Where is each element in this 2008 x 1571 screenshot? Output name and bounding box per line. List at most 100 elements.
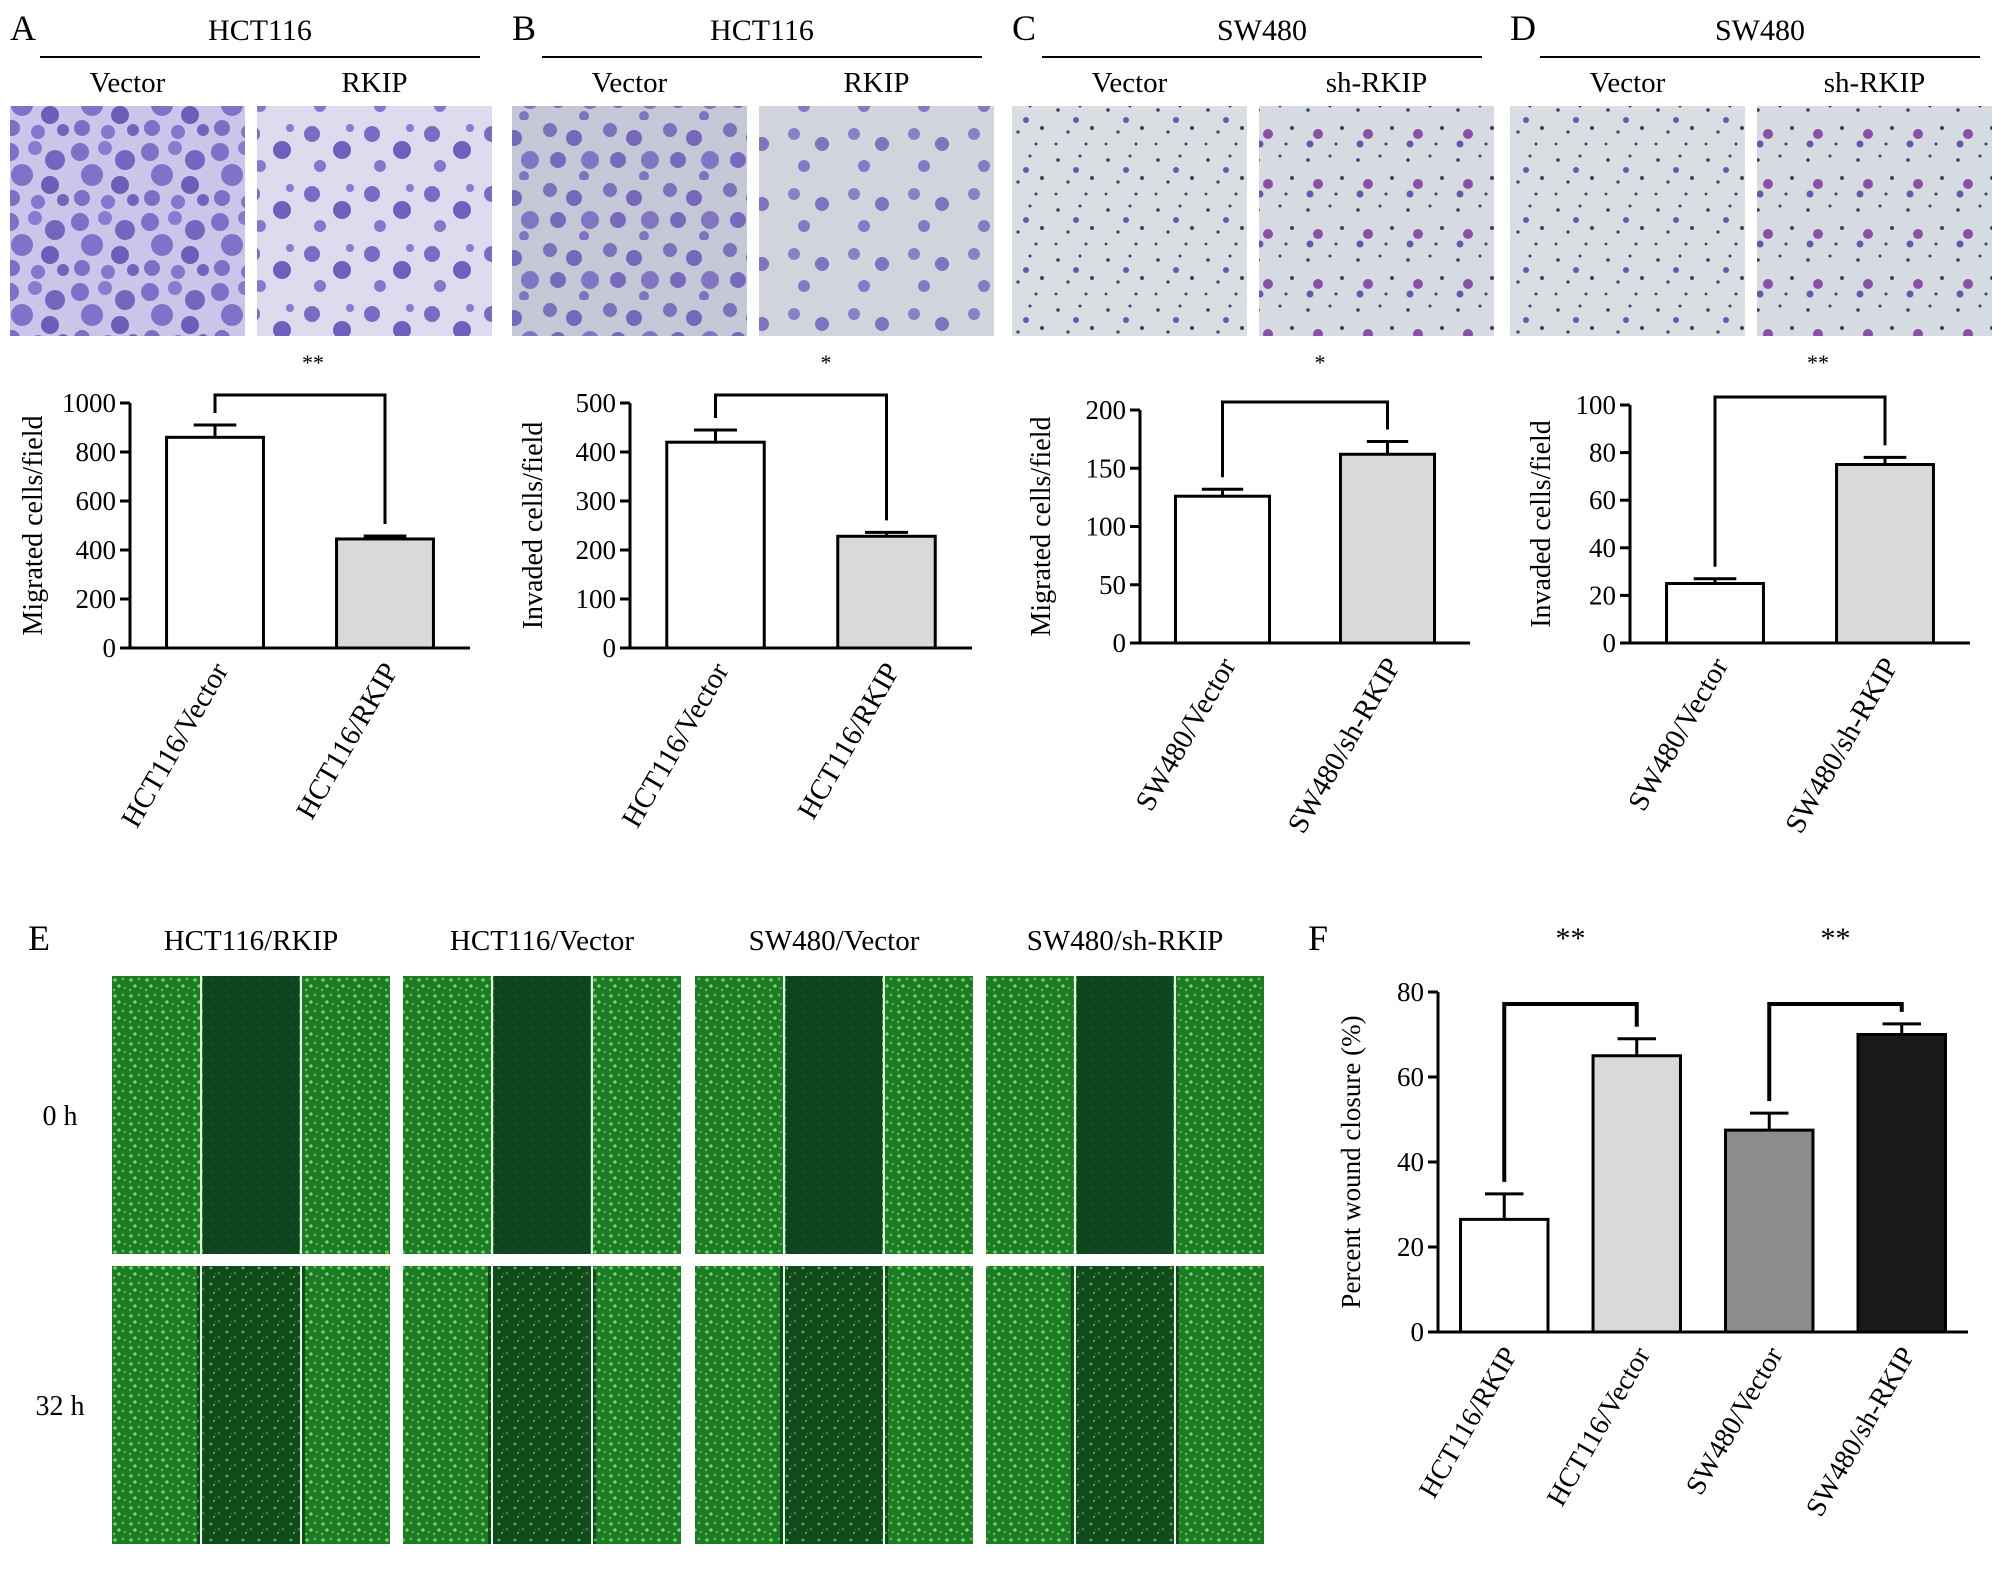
bar [335, 537, 435, 650]
wound-gap [488, 1266, 596, 1544]
bar [1591, 1054, 1682, 1334]
x-category-label: HCT116/RKIP [290, 658, 405, 825]
significance-marker: ** [302, 350, 324, 375]
y-tick-label: 100 [576, 584, 617, 614]
image-label: sh-RKIP [1824, 67, 1926, 99]
panel-f-chart: F 0 20 40 60 80 Percent wound closure (%) HCT11… [1308, 918, 1968, 1522]
micrograph [257, 106, 492, 336]
image-label: RKIP [341, 67, 407, 99]
y-tick-label: 0 [1603, 628, 1617, 658]
y-axis-label: Invaded cells/field [518, 422, 549, 630]
y-tick-label: 80 [1397, 977, 1424, 1007]
y-tick-label: 1000 [62, 388, 116, 418]
y-tick-label: 300 [576, 486, 617, 516]
y-tick-label: 40 [1589, 533, 1616, 563]
y-tick-label: 60 [1397, 1062, 1424, 1092]
x-category-label: SW480/sh-RKIP [1779, 653, 1905, 839]
image-label: Vector [90, 67, 166, 99]
bar-chart-d: 0 20 40 60 80 100 Invaded cells/field SW480/Vec… [1526, 350, 1970, 839]
micrograph [1259, 106, 1494, 336]
wound-gap [197, 1266, 305, 1544]
column-label: SW480/sh-RKIP [1027, 925, 1224, 957]
y-tick-label: 80 [1589, 438, 1616, 468]
micrograph [10, 106, 245, 336]
y-tick-label: 50 [1099, 570, 1126, 600]
bar [165, 435, 265, 650]
y-tick-label: 800 [76, 437, 117, 467]
micrograph [1012, 106, 1247, 336]
y-tick-label: 400 [76, 535, 117, 565]
image-label: Vector [1590, 67, 1666, 99]
significance-bracket [1221, 400, 1389, 478]
bar-chart-a: 0 200 400 600 800 1000 Migrated cells/field HCT… [18, 350, 470, 833]
significance-marker: ** [1556, 922, 1586, 955]
y-tick-label: 150 [1086, 453, 1127, 483]
micrograph [759, 106, 994, 336]
x-category-label: SW480/sh-RKIP [1282, 653, 1408, 839]
wound-gap [1071, 1266, 1179, 1544]
column-label: SW480/Vector [749, 925, 920, 957]
x-category-label: HCT116/Vector [616, 657, 736, 833]
y-tick-label: 200 [76, 584, 117, 614]
y-tick-label: 100 [1576, 390, 1617, 420]
top-panels: A HCT116 Vector RKIP B HCT116 Vector RKIP C SW480… [10, 8, 1992, 336]
y-axis-label: Invaded cells/field [1526, 420, 1557, 628]
panel-letter: E [28, 918, 50, 958]
image-label: Vector [592, 67, 668, 99]
bar [1856, 1033, 1947, 1334]
y-axis-label: Percent wound closure (%) [1336, 1015, 1366, 1308]
bar [1338, 452, 1437, 645]
column-label: HCT116/RKIP [164, 925, 339, 957]
image-label: Vector [1092, 67, 1168, 99]
significance-marker: ** [1821, 922, 1851, 955]
panel-letter: C [1012, 8, 1036, 48]
bar [1724, 1128, 1815, 1334]
column-label: HCT116/Vector [450, 925, 635, 957]
y-tick-label: 20 [1397, 1232, 1424, 1262]
significance-bracket [1713, 395, 1887, 567]
bar [1459, 1217, 1550, 1334]
y-tick-label: 200 [576, 535, 617, 565]
x-category-label: HCT116/RKIP [1413, 1342, 1524, 1503]
significance-bracket [1767, 1002, 1904, 1102]
y-tick-label: 20 [1589, 580, 1616, 610]
cell-line-title: HCT116 [710, 14, 814, 47]
micrograph [1510, 106, 1745, 336]
y-axis-label: Migrated cells/field [18, 415, 49, 635]
micrograph [512, 106, 747, 336]
bar-chart-b: 0 100 200 300 400 500 Invaded cells/field HCT11… [518, 350, 972, 833]
significance-marker: ** [1807, 350, 1829, 375]
row-label: 0 h [43, 1101, 78, 1132]
cell-line-title: SW480 [1715, 14, 1805, 47]
y-tick-label: 200 [1086, 395, 1127, 425]
bar [665, 440, 766, 650]
significance-marker: * [821, 350, 832, 375]
y-tick-label: 0 [603, 633, 617, 663]
wound-gap [1077, 976, 1173, 1254]
cell-line-title: HCT116 [208, 14, 312, 47]
x-category-label: HCT116/RKIP [792, 658, 907, 825]
panel-letter: F [1308, 918, 1328, 958]
significance-bracket [213, 393, 387, 525]
x-category-label: SW480/Vector [1680, 1341, 1790, 1500]
y-tick-label: 40 [1397, 1147, 1424, 1177]
significance-bracket [714, 393, 888, 521]
y-tick-label: 100 [1086, 512, 1127, 542]
bar [1173, 494, 1272, 645]
panel-letter: A [10, 8, 36, 48]
panel-letter: B [512, 8, 536, 48]
cell-line-title: SW480 [1217, 14, 1307, 47]
x-category-label: SW480/sh-RKIP [1800, 1342, 1922, 1522]
y-tick-label: 400 [576, 437, 617, 467]
wound-gap [203, 976, 299, 1254]
bar-chart-c: 0 50 100 150 200 Migrated cells/field SW480/Ve… [1026, 350, 1470, 839]
x-category-label: HCT116/Vector [115, 657, 235, 833]
significance-marker: * [1315, 350, 1326, 375]
bar [836, 534, 937, 650]
micrograph [1757, 106, 1992, 336]
x-category-label: HCT116/Vector [1541, 1341, 1657, 1511]
x-category-label: SW480/Vector [1622, 652, 1735, 816]
panel-letter: D [1510, 8, 1536, 48]
